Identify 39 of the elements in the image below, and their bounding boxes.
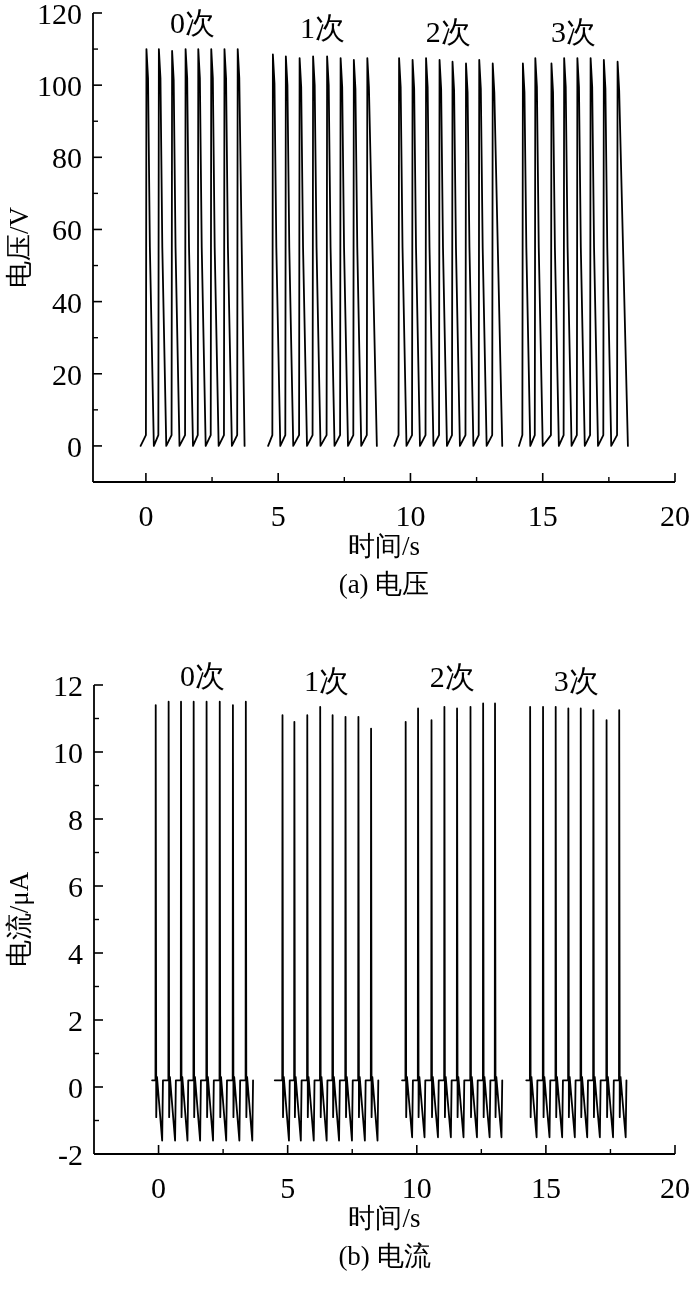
xtick-label: 0	[151, 1170, 167, 1204]
ytick-label: 10	[53, 735, 83, 769]
xtick-label: 10	[395, 498, 426, 532]
ylabel: 电压/V	[4, 207, 34, 288]
xtick-label: 10	[401, 1170, 432, 1204]
ytick-label: 8	[68, 802, 83, 836]
xtick-label: 15	[527, 498, 558, 532]
xtick-label: 20	[660, 498, 690, 532]
ytick-label: 4	[68, 936, 83, 970]
series-label: 3次	[553, 663, 599, 697]
xlabel: 时间/s	[348, 1203, 421, 1233]
xtick-label: 20	[660, 1170, 690, 1204]
series-label: 0次	[180, 658, 226, 692]
series-label: 2次	[425, 14, 471, 48]
ytick-label: 120	[37, 0, 82, 30]
series-label: 0次	[170, 5, 216, 39]
ytick-label: 12	[53, 668, 83, 702]
ytick-label: 20	[52, 357, 82, 391]
series-label: 1次	[304, 663, 350, 697]
caption: (b) 电流	[338, 1241, 431, 1271]
ylabel: 电流/μA	[4, 871, 34, 968]
xlabel: 时间/s	[348, 531, 420, 561]
xtick-label: 5	[280, 1170, 296, 1204]
ytick-label: 6	[68, 869, 83, 903]
xtick-label: 15	[530, 1170, 561, 1204]
ytick-label: 100	[37, 68, 82, 102]
ytick-label: 40	[52, 285, 82, 319]
xtick-label: 5	[270, 498, 286, 532]
xtick-label: 0	[138, 498, 154, 532]
ytick-label: 0	[68, 1070, 83, 1104]
caption: (a) 电压	[338, 569, 430, 599]
series-label: 3次	[550, 14, 596, 48]
ytick-label: 2	[68, 1003, 83, 1037]
ytick-label: 0	[67, 429, 82, 463]
series-label: 1次	[300, 11, 345, 44]
ytick-label: 80	[52, 140, 82, 174]
ytick-label: 60	[52, 212, 82, 246]
ytick-label: -2	[58, 1137, 83, 1171]
series-label: 2次	[429, 659, 475, 693]
